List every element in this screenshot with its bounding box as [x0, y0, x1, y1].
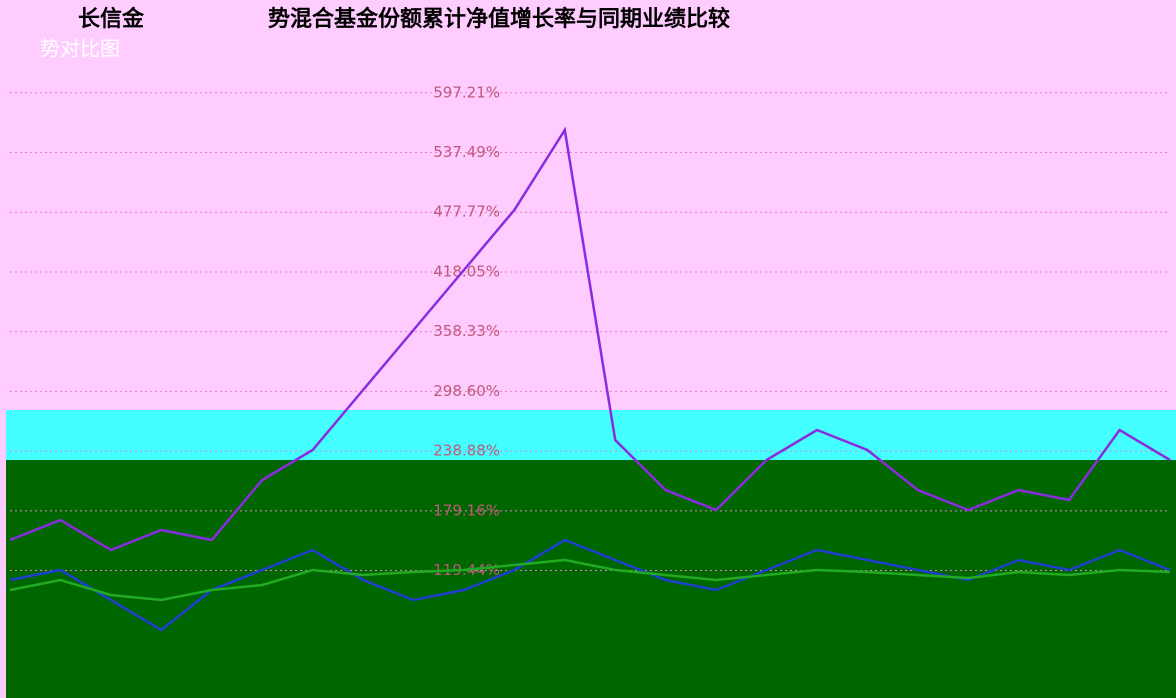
y-tick-label: 238.88%	[433, 442, 500, 460]
series-line	[9, 558, 1171, 602]
y-tick-label: 597.21%	[433, 83, 500, 101]
y-tick-label: 537.49%	[433, 143, 500, 161]
chart-title: 长信金	[78, 6, 145, 32]
chart-subtitle: 势对比图	[40, 37, 120, 61]
y-tick-label: 418.05%	[433, 262, 500, 280]
series-line	[9, 126, 1171, 552]
y-tick-label: 179.16%	[433, 501, 500, 519]
chart-title: 势混合基金份额累计净值增长率与同期业绩比较	[268, 6, 730, 32]
y-tick-label: 298.60%	[433, 382, 500, 400]
band	[6, 410, 1176, 460]
y-tick-label: 358.33%	[433, 322, 500, 340]
y-tick-label: 477.77%	[433, 203, 500, 221]
band	[6, 460, 1176, 698]
